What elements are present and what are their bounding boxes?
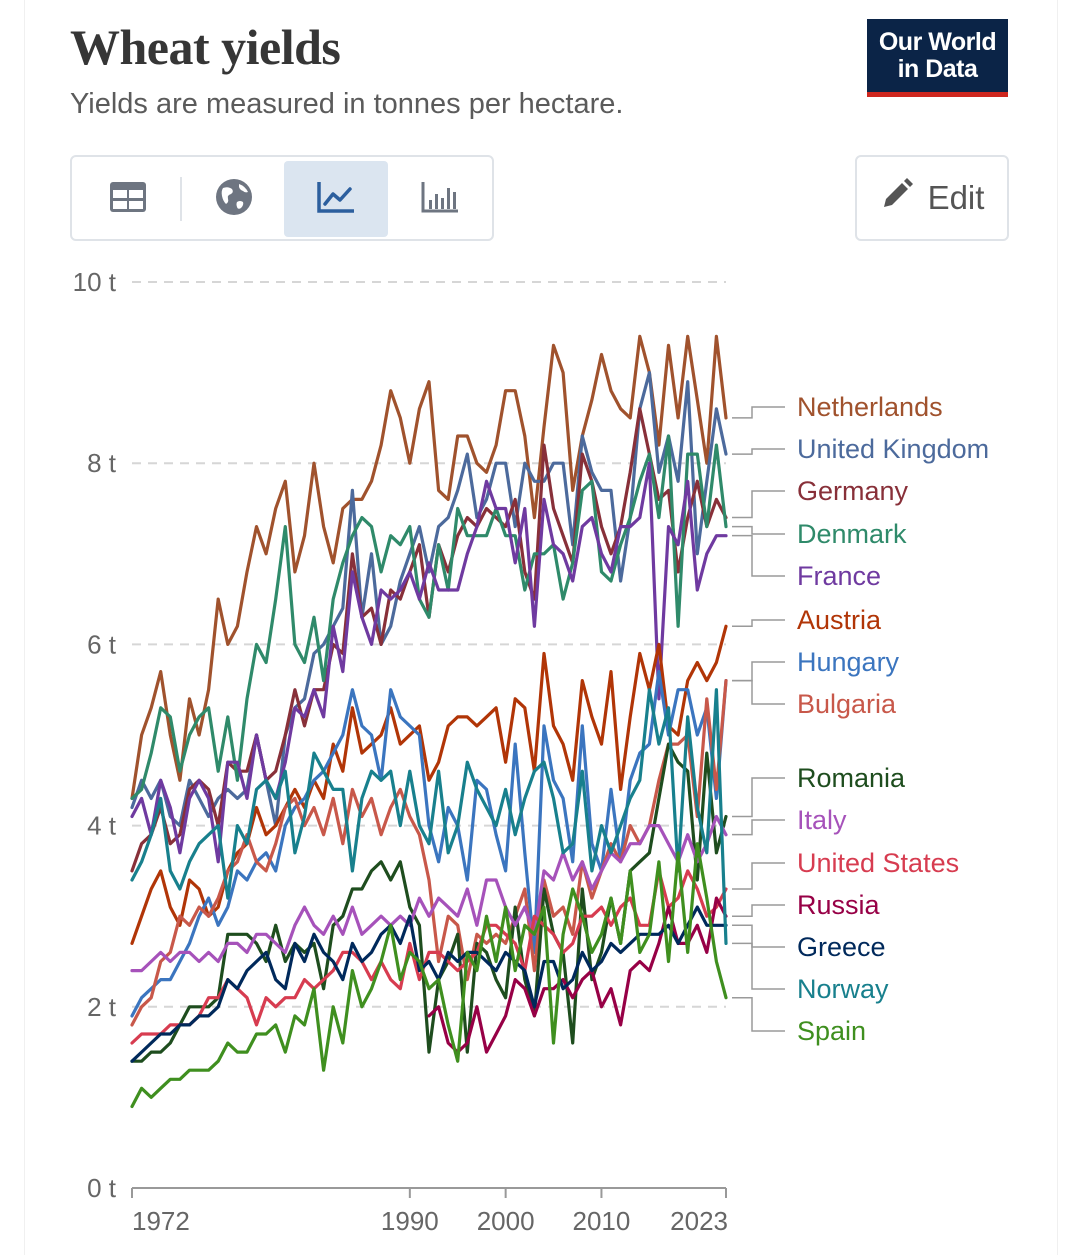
tab-table[interactable] — [76, 161, 180, 237]
legend-label: Hungary — [797, 647, 900, 677]
y-tick-label: 6 t — [87, 629, 117, 659]
series-line — [130, 334, 728, 800]
x-tick-label: 2000 — [477, 1206, 535, 1236]
series-line — [130, 371, 728, 828]
legend-connector — [732, 661, 785, 682]
edit-button[interactable]: Edit — [855, 155, 1009, 241]
tab-bar-chart[interactable] — [388, 161, 492, 237]
edit-label: Edit — [927, 179, 985, 216]
view-tabs — [70, 155, 494, 241]
our-world-in-data-logo[interactable]: Our World in Data — [867, 19, 1008, 97]
legend-connector — [732, 904, 785, 917]
legend-connector — [732, 534, 785, 577]
legend-label: Romania — [797, 763, 906, 793]
x-tick-label: 1972 — [132, 1206, 190, 1236]
legend-label: Austria — [797, 605, 882, 635]
toolbar-divider — [180, 177, 182, 221]
legend-label: Denmark — [797, 519, 907, 549]
legend-label: Germany — [797, 476, 909, 506]
tab-map[interactable] — [182, 161, 286, 237]
tab-line-chart[interactable] — [284, 161, 388, 237]
line-chart-icon — [316, 180, 356, 219]
chart-title: Wheat yields — [70, 19, 341, 75]
globe-icon — [215, 178, 253, 221]
legend-label: Italy — [797, 805, 847, 835]
legend-label: Netherlands — [797, 392, 943, 422]
x-tick-label: 2023 — [670, 1206, 728, 1236]
bar-chart-icon — [420, 180, 460, 219]
legend-connector — [732, 819, 785, 836]
y-tick-label: 2 t — [87, 992, 117, 1022]
logo-line-2: in Data — [897, 55, 978, 83]
legend-connector — [732, 525, 785, 535]
y-tick-label: 0 t — [87, 1173, 117, 1203]
x-tick-label: 2010 — [573, 1206, 631, 1236]
series-line — [130, 461, 728, 864]
legend-connector — [732, 406, 785, 419]
legend-label: Norway — [797, 974, 889, 1004]
legend-label: Bulgaria — [797, 689, 897, 719]
series-line — [130, 842, 728, 1109]
legend-connector — [732, 679, 785, 705]
legend-label: Russia — [797, 890, 881, 920]
legend-connector — [732, 448, 785, 455]
legend-connector — [732, 942, 785, 990]
series-line — [130, 814, 728, 973]
chart-subtitle: Yields are measured in tonnes per hectar… — [70, 88, 624, 120]
legend-connector — [732, 490, 785, 519]
x-tick-label: 1990 — [381, 1206, 439, 1236]
pencil-icon — [880, 177, 914, 219]
series-line — [130, 688, 728, 945]
y-tick-label: 10 t — [73, 267, 117, 297]
legend-connector — [732, 996, 785, 1032]
legend-label: Spain — [797, 1016, 866, 1046]
legend-connector — [732, 777, 785, 818]
legend-connector — [732, 924, 785, 948]
series-line — [130, 742, 728, 1063]
series-line — [130, 905, 728, 1063]
chart-card — [24, 0, 1058, 1255]
legend-connector — [732, 862, 785, 890]
legend-label: United States — [797, 848, 959, 878]
y-tick-label: 8 t — [87, 448, 117, 478]
legend-label: France — [797, 561, 881, 591]
series-line — [130, 407, 728, 873]
logo-line-1: Our World — [878, 28, 997, 56]
legend-label: Greece — [797, 932, 886, 962]
y-tick-label: 4 t — [87, 811, 117, 841]
legend-label: United Kingdom — [797, 434, 989, 464]
legend-connector — [732, 619, 785, 628]
table-icon — [109, 181, 147, 218]
